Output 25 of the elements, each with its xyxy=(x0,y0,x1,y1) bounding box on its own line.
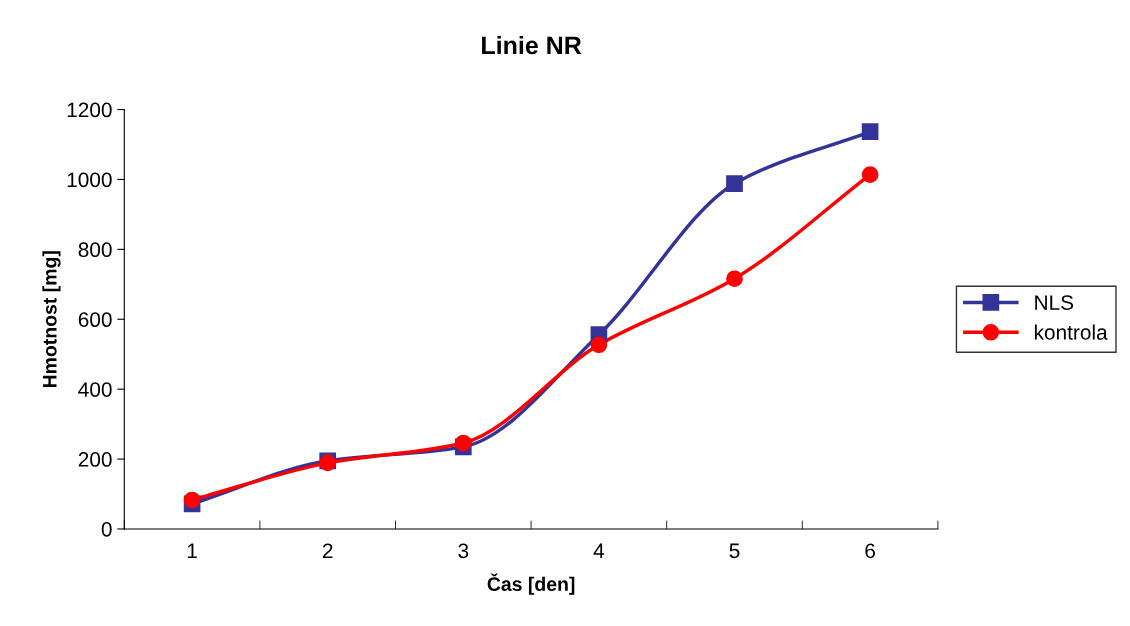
point xyxy=(590,336,608,354)
y-tick-label: 800 xyxy=(78,242,112,258)
point xyxy=(183,491,201,509)
y-tick-label: 1200 xyxy=(67,102,112,118)
y-tick-label: 0 xyxy=(101,521,112,537)
point xyxy=(454,434,472,452)
y-tick-label: 400 xyxy=(78,382,112,397)
x-tick-label: 4 xyxy=(593,543,605,558)
x-tick-label: 2 xyxy=(322,543,333,558)
y-axis-title: Hmotnost [mg] xyxy=(42,251,61,388)
point xyxy=(726,175,743,192)
x-tick-label: 3 xyxy=(458,543,469,559)
chart-title: Linie NR xyxy=(482,35,582,55)
point xyxy=(861,123,879,140)
point xyxy=(726,270,743,288)
legend-label: kontrola xyxy=(1034,324,1108,340)
point xyxy=(861,166,879,183)
y-tick-label: 600 xyxy=(78,312,112,328)
x-tick-label: 6 xyxy=(865,543,875,559)
x-tick-label: 1 xyxy=(187,543,197,558)
y-tick-label: 200 xyxy=(78,452,112,467)
x-tick-label: 5 xyxy=(729,543,740,559)
x-axis-title: Čas [den] xyxy=(487,573,575,595)
legend-label: NLS xyxy=(1035,295,1074,310)
y-tick-label: 1000 xyxy=(67,172,112,188)
